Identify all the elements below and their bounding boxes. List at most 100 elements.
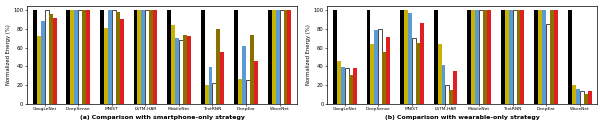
Bar xyxy=(212,83,216,104)
Bar xyxy=(513,10,517,104)
Bar xyxy=(550,10,554,104)
Bar xyxy=(408,13,412,104)
Bar xyxy=(438,44,441,104)
Bar xyxy=(382,52,387,104)
Bar xyxy=(41,21,45,104)
Bar xyxy=(420,23,424,104)
X-axis label: (a) Comparison with smartphone-only strategy: (a) Comparison with smartphone-only stra… xyxy=(80,115,245,120)
Bar xyxy=(204,85,209,104)
Bar xyxy=(86,10,90,104)
Bar xyxy=(150,10,153,104)
Bar xyxy=(234,10,238,104)
Bar xyxy=(337,61,341,104)
Bar xyxy=(276,10,280,104)
Bar xyxy=(187,36,191,104)
Bar xyxy=(153,10,157,104)
Bar xyxy=(254,61,258,104)
Bar xyxy=(242,46,246,104)
Bar xyxy=(137,10,142,104)
Bar xyxy=(568,10,572,104)
Bar xyxy=(341,67,345,104)
Bar xyxy=(367,10,370,104)
Bar xyxy=(345,68,349,104)
Bar xyxy=(112,10,116,104)
Bar xyxy=(584,93,587,104)
Bar xyxy=(201,10,204,104)
Bar xyxy=(37,36,41,104)
Bar xyxy=(538,10,542,104)
Bar xyxy=(288,10,291,104)
Bar xyxy=(183,36,187,104)
Bar xyxy=(209,67,212,104)
Bar xyxy=(71,10,74,104)
Bar xyxy=(179,40,183,104)
Bar xyxy=(475,10,479,104)
Bar xyxy=(387,37,390,104)
Bar xyxy=(78,10,82,104)
Bar xyxy=(100,10,104,104)
Bar xyxy=(416,43,420,104)
Bar xyxy=(404,10,408,104)
Bar xyxy=(272,10,276,104)
Bar xyxy=(349,75,353,104)
Bar xyxy=(250,35,254,104)
Bar xyxy=(441,65,446,104)
Bar xyxy=(49,14,52,104)
Bar xyxy=(167,10,171,104)
Bar xyxy=(353,68,356,104)
Bar xyxy=(374,30,378,104)
Bar xyxy=(572,85,576,104)
Bar xyxy=(579,91,584,104)
Bar xyxy=(145,10,150,104)
Y-axis label: Normalized Energy (%): Normalized Energy (%) xyxy=(306,24,311,85)
X-axis label: (b) Comparison with wearable-only strategy: (b) Comparison with wearable-only strate… xyxy=(385,115,540,120)
Bar xyxy=(74,10,78,104)
Bar xyxy=(520,10,525,104)
Bar xyxy=(120,19,124,104)
Bar xyxy=(576,89,579,104)
Bar xyxy=(175,38,179,104)
Bar xyxy=(483,10,487,104)
Bar xyxy=(133,10,137,104)
Bar xyxy=(554,10,558,104)
Bar xyxy=(587,91,592,104)
Y-axis label: Normalized Energy (%): Normalized Energy (%) xyxy=(5,24,11,85)
Bar xyxy=(546,24,550,104)
Bar xyxy=(333,10,337,104)
Bar xyxy=(45,10,49,104)
Bar xyxy=(238,78,242,104)
Bar xyxy=(479,10,483,104)
Bar xyxy=(412,38,416,104)
Bar xyxy=(449,90,453,104)
Bar xyxy=(268,10,272,104)
Bar xyxy=(116,12,120,104)
Bar xyxy=(216,29,220,104)
Bar xyxy=(370,44,374,104)
Bar xyxy=(220,52,224,104)
Bar xyxy=(52,18,57,104)
Bar xyxy=(453,71,457,104)
Bar xyxy=(104,28,108,104)
Bar xyxy=(33,10,37,104)
Bar xyxy=(283,10,288,104)
Bar xyxy=(517,10,520,104)
Bar xyxy=(508,10,513,104)
Bar xyxy=(378,29,382,104)
Bar xyxy=(534,10,538,104)
Bar xyxy=(246,80,250,104)
Bar xyxy=(108,10,112,104)
Bar xyxy=(467,10,471,104)
Bar xyxy=(82,10,86,104)
Bar xyxy=(471,10,475,104)
Bar xyxy=(446,85,449,104)
Bar xyxy=(505,10,508,104)
Bar xyxy=(500,10,505,104)
Bar xyxy=(434,10,438,104)
Bar xyxy=(280,10,283,104)
Bar xyxy=(171,25,175,104)
Bar xyxy=(66,10,71,104)
Bar xyxy=(142,10,145,104)
Bar xyxy=(400,10,404,104)
Bar xyxy=(542,10,546,104)
Bar xyxy=(487,10,491,104)
